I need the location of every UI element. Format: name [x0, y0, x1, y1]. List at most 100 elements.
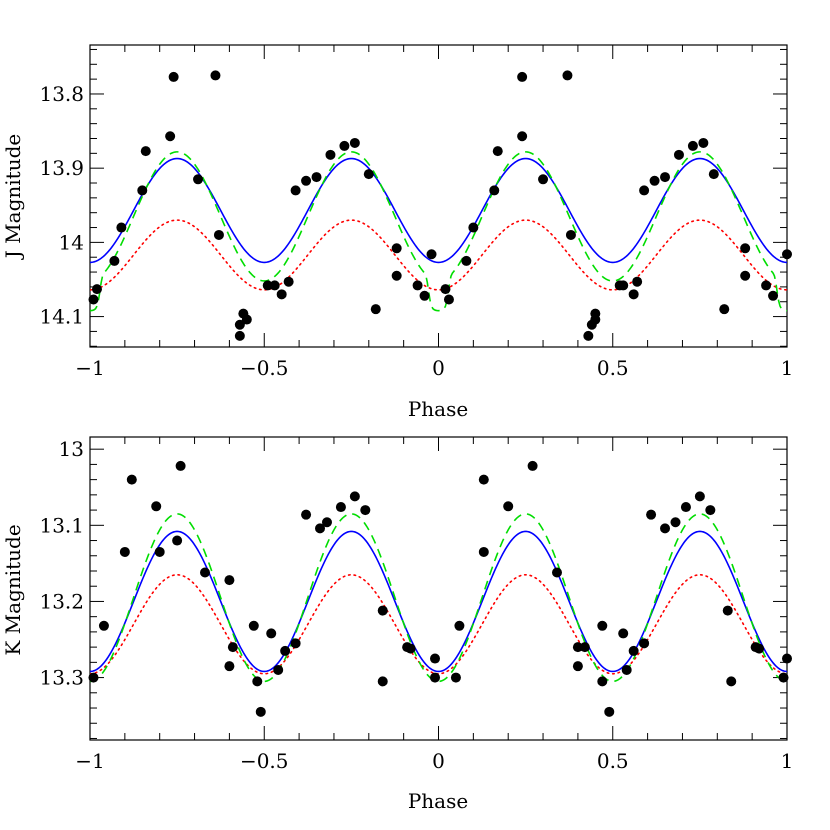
j-data-points — [88, 70, 792, 341]
k-data-point — [782, 653, 792, 664]
j-axis-ticks — [89, 45, 788, 347]
k-data-point — [551, 567, 562, 578]
k-data-point — [349, 491, 360, 502]
k-data-point — [778, 672, 789, 683]
j-data-point — [740, 270, 751, 281]
j-plot-frame — [89, 44, 788, 348]
k-data-point — [315, 523, 326, 534]
k-data-point — [628, 645, 639, 656]
j-data-point — [517, 71, 528, 82]
j-data-point — [363, 169, 374, 180]
k-data-point — [273, 664, 284, 675]
j-data-point — [165, 131, 176, 142]
j-data-point — [426, 249, 437, 260]
k-data-point — [266, 628, 277, 639]
j-model-curve-dashed — [90, 151, 787, 312]
k-data-point — [252, 676, 263, 687]
j-data-point — [276, 289, 287, 300]
k-axis-ticks — [89, 437, 788, 740]
j-y-tick-label: 14 — [59, 230, 84, 254]
k-data-point — [224, 575, 235, 586]
k-tick-labels: −1 −0.5 0 0.5 1 13 13.1 13.2 13.3 — [39, 437, 793, 773]
k-model-curve-dotted — [90, 574, 787, 675]
j-data-point — [489, 185, 500, 196]
k-data-point — [478, 546, 489, 557]
k-data-point — [248, 620, 259, 631]
k-data-point — [377, 676, 388, 687]
k-data-point — [172, 535, 183, 546]
j-x-axis-title: Phase — [408, 397, 468, 421]
j-data-point — [461, 255, 472, 266]
k-band-panel: −1 −0.5 0 0.5 1 13 13.1 13.2 13.3 Phase K Magnit… — [1, 436, 793, 813]
k-y-tick-label: 13.3 — [39, 666, 84, 690]
k-data-point — [405, 643, 416, 654]
k-data-point — [321, 517, 332, 528]
j-y-tick-label: 13.9 — [39, 156, 84, 180]
k-data-point — [255, 706, 266, 717]
j-data-point — [649, 175, 660, 186]
k-data-point — [503, 501, 514, 512]
j-data-point — [241, 314, 252, 325]
j-data-point — [673, 149, 684, 160]
k-data-point — [377, 605, 388, 616]
k-y-tick-label: 13.1 — [39, 513, 84, 537]
k-data-point — [335, 502, 346, 513]
j-data-point — [213, 229, 224, 240]
j-data-point — [262, 280, 273, 291]
j-x-tick-label: 0 — [432, 356, 445, 380]
j-y-axis-title: J Magnitude — [1, 134, 25, 260]
k-data-point — [604, 706, 615, 717]
j-model-curves — [90, 151, 787, 312]
j-data-point — [538, 174, 549, 185]
j-x-tick-label: −1 — [75, 356, 104, 380]
j-data-point — [492, 146, 503, 157]
k-data-point — [290, 638, 301, 649]
j-data-point — [562, 70, 573, 81]
k-data-point — [119, 546, 130, 557]
k-data-point — [200, 567, 211, 578]
k-data-point — [618, 628, 629, 639]
k-data-point — [454, 620, 465, 631]
j-y-tick-label: 13.8 — [39, 82, 84, 106]
k-data-point — [430, 653, 441, 664]
j-data-point — [325, 149, 336, 160]
k-data-point — [126, 474, 137, 485]
j-data-point — [660, 172, 671, 183]
k-data-point — [301, 509, 312, 520]
k-data-point — [694, 491, 705, 502]
j-data-point — [168, 71, 179, 82]
j-data-point — [719, 304, 730, 315]
k-data-point — [705, 505, 716, 516]
k-x-tick-label: 0 — [432, 749, 445, 773]
k-data-point — [154, 546, 165, 557]
k-data-point — [726, 676, 737, 687]
j-data-point — [234, 330, 245, 341]
k-data-point — [597, 676, 608, 687]
j-data-point — [412, 280, 423, 291]
k-data-point — [660, 523, 671, 534]
j-model-curve-solid — [90, 157, 787, 264]
j-data-point — [269, 280, 280, 291]
j-data-point — [116, 222, 127, 233]
k-data-point — [680, 502, 691, 513]
k-x-tick-label: −0.5 — [240, 749, 289, 773]
k-data-point — [98, 620, 109, 631]
j-data-point — [88, 294, 99, 305]
j-data-point — [708, 169, 719, 180]
j-data-point — [639, 185, 650, 196]
j-data-point — [443, 294, 454, 305]
k-data-point — [579, 642, 590, 653]
j-data-point — [740, 243, 751, 254]
j-data-point — [517, 131, 528, 142]
k-model-curve-dashed — [90, 513, 787, 683]
k-x-axis-title: Phase — [408, 789, 468, 813]
j-data-point — [782, 249, 792, 260]
j-band-panel: −1 −0.5 0 0.5 1 13.8 13.9 14 14.1 Phase J Magnit… — [1, 44, 793, 421]
k-model-curves — [90, 513, 787, 683]
j-data-point — [391, 270, 402, 281]
k-data-point — [360, 505, 371, 516]
k-data-point — [450, 672, 461, 683]
j-tick-labels: −1 −0.5 0 0.5 1 13.8 13.9 14 14.1 — [39, 82, 793, 380]
j-data-point — [565, 229, 576, 240]
